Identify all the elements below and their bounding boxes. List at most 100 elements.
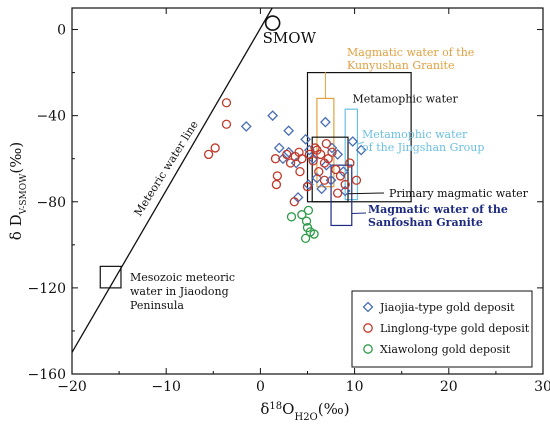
data-point-s0-0: [240, 120, 252, 132]
x-tick-label-3: 10: [346, 379, 364, 395]
legend-marker-0: [362, 301, 374, 313]
y-axis-label-sub: V-SMOW: [19, 173, 29, 215]
data-point-s2-0: [286, 212, 297, 222]
data-point-s1-31: [310, 143, 320, 153]
data-point-s0-2: [283, 125, 295, 137]
data-point-s0-1: [267, 110, 279, 122]
data-point-s0-11: [332, 148, 344, 160]
jingshan-label: Metamophic water of the Jingshan Group: [362, 128, 484, 154]
y-axis-label-unit: (‰): [7, 142, 25, 174]
annotation-layer: SMOW Meteoric water line Magmatic water of…: [130, 29, 529, 312]
mesozoic-label: Mesozoic meteoric water in Jiaodong Penins…: [130, 271, 235, 312]
data-point-s1-24: [314, 166, 324, 177]
data-point-s2-7: [303, 205, 314, 216]
data-point-s1-2: [221, 98, 232, 108]
data-point-s0-13: [355, 144, 367, 156]
legend-box: [351, 290, 533, 368]
primary-magmatic-label: Primary magmatic water: [389, 187, 529, 200]
kunyushan-label-line2: Kunyushan Granite: [347, 59, 454, 72]
x-axis-label: δ18OH2O(‰): [260, 400, 349, 423]
data-point-s1-26: [302, 182, 313, 192]
data-point-s2-1: [297, 210, 307, 220]
data-point-s1-27: [295, 166, 305, 177]
y-tick-label-3: −120: [28, 281, 66, 297]
data-point-s0-20: [316, 183, 328, 195]
data-point-s1-19: [331, 164, 341, 175]
x-axis-label-sub: H2O: [294, 412, 317, 423]
region-box-5: [99, 265, 122, 289]
mesozoic-label-line1: Mesozoic meteoric: [130, 271, 235, 284]
data-point-s0-19: [339, 185, 351, 197]
legend-entry-0: Jiaojia-type gold deposit: [379, 301, 515, 314]
kunyushan-label-line1: Magmatic water of the: [347, 46, 474, 59]
data-point-s1-6: [271, 179, 282, 190]
frame-layer: −20 −10 0 10 20 30 0 −40 −80 −120 −160: [28, 7, 550, 395]
data-point-s0-8: [307, 153, 319, 165]
data-point-s1-1: [210, 143, 220, 153]
data-point-s1-5: [272, 171, 283, 181]
x-tick-label-5: 30: [534, 379, 550, 395]
data-point-s1-29: [332, 188, 343, 198]
data-point-s1-23: [351, 175, 362, 185]
region-box-3: [311, 136, 349, 203]
mesozoic-label-line3: Peninsula: [130, 299, 184, 312]
data-point-s0-3: [273, 142, 285, 154]
data-point-s1-15: [316, 149, 326, 160]
jingshan-leader: [357, 141, 365, 145]
plot-layer: [72, 8, 412, 353]
region-box-4: [330, 164, 353, 227]
data-point-s1-22: [345, 158, 355, 168]
x-tick-label-0: −20: [57, 379, 87, 395]
data-point-s0-16: [311, 172, 323, 184]
mesozoic-label-line2: water in Jiaodong: [130, 285, 229, 298]
data-point-s1-20: [335, 171, 346, 181]
legend-entry-1: Linglong-type gold deposit: [380, 322, 530, 335]
y-tick-label-4: −160: [28, 367, 66, 383]
x-tick-label-2: 0: [256, 379, 265, 395]
primary-magmatic-leader: [347, 192, 385, 195]
y-axis-label: δ DV-SMOW(‰): [7, 142, 29, 240]
sanfoshan-label: Magmatic water of the Sanfoshan Granite: [368, 203, 508, 229]
x-axis-label-rest: O: [282, 400, 294, 418]
data-point-s1-4: [270, 154, 281, 164]
data-point-s2-6: [300, 233, 311, 244]
data-point-s2-5: [309, 229, 319, 239]
data-point-s1-3: [221, 119, 232, 129]
data-point-s1-28: [289, 197, 299, 207]
legend-marker-2: [363, 344, 373, 354]
legend-entry-2: Xiawolong gold deposit: [380, 343, 511, 356]
sanfoshan-label-line1: Magmatic water of the: [368, 203, 508, 216]
x-axis-label-sup: 18: [269, 401, 282, 412]
data-point-s0-22: [320, 159, 332, 171]
data-point-s0-4: [277, 153, 289, 165]
x-tick-label-4: 20: [440, 379, 458, 395]
jingshan-label-line2: of the Jingshan Group: [362, 141, 484, 154]
data-point-s1-8: [285, 158, 296, 168]
data-point-s1-25: [321, 138, 331, 149]
data-point-s0-12: [347, 136, 359, 147]
kunyushan-label: Magmatic water of the Kunyushan Granite: [347, 46, 474, 72]
data-point-s1-7: [282, 149, 292, 160]
meteoric-water-line: [72, 8, 273, 353]
y-tick-label-0: 0: [57, 23, 66, 39]
axis-labels: δ18OH2O(‰)δ DV-SMOW(‰): [7, 142, 350, 423]
data-point-s1-18: [327, 147, 337, 157]
data-point-s1-11: [297, 154, 307, 164]
x-axis-label-unit: (‰): [318, 400, 350, 418]
data-point-s1-0: [203, 149, 214, 160]
data-point-s0-7: [303, 144, 315, 156]
data-point-s0-6: [300, 133, 312, 145]
smow-label: SMOW: [263, 29, 317, 47]
data-point-s1-13: [308, 156, 318, 166]
x-tick-label-1: −10: [151, 379, 181, 395]
y-tick-label-1: −40: [36, 109, 66, 125]
metamorphic-water-label: Metamophic water: [353, 93, 459, 106]
y-tick-label-2: −80: [36, 195, 66, 211]
jingshan-label-line1: Metamophic water: [362, 128, 468, 141]
meteoric-line-label: Meteoric water line: [132, 118, 201, 218]
sanfoshan-label-line2: Sanfoshan Granite: [368, 216, 483, 229]
data-point-s1-21: [340, 179, 350, 190]
y-axis-label-main: δ D: [7, 214, 25, 240]
data-point-s2-2: [301, 216, 312, 226]
